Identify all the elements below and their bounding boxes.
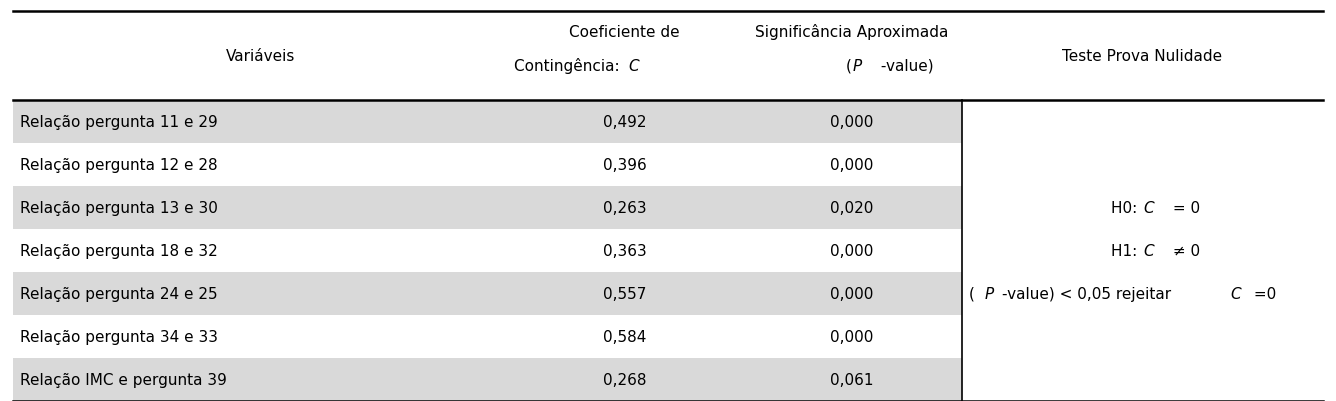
Bar xyxy=(13,100,962,143)
Text: 0,268: 0,268 xyxy=(603,372,647,387)
Text: Significância Aproximada: Significância Aproximada xyxy=(755,24,949,40)
Text: Relação IMC e pergunta 39: Relação IMC e pergunta 39 xyxy=(20,372,227,387)
Text: Relação pergunta 13 e 30: Relação pergunta 13 e 30 xyxy=(20,200,218,215)
Text: Relação pergunta 18 e 32: Relação pergunta 18 e 32 xyxy=(20,243,218,258)
Text: 0,000: 0,000 xyxy=(830,286,874,301)
Text: -value) < 0,05 rejeitar: -value) < 0,05 rejeitar xyxy=(1002,286,1176,301)
Text: 0,000: 0,000 xyxy=(830,157,874,172)
Text: Relação pergunta 34 e 33: Relação pergunta 34 e 33 xyxy=(20,329,218,344)
Text: -value): -value) xyxy=(875,59,934,74)
Text: (: ( xyxy=(969,286,974,301)
Text: H0:: H0: xyxy=(1112,200,1142,215)
Text: 0,000: 0,000 xyxy=(830,243,874,258)
Text: C: C xyxy=(1230,286,1241,301)
Text: P: P xyxy=(985,286,994,301)
Text: 0,263: 0,263 xyxy=(603,200,647,215)
Text: 0,020: 0,020 xyxy=(830,200,874,215)
Text: Contingência:: Contingência: xyxy=(514,58,624,74)
Text: 0,363: 0,363 xyxy=(603,243,647,258)
Text: 0,557: 0,557 xyxy=(603,286,647,301)
Bar xyxy=(13,358,962,401)
Text: Relação pergunta 12 e 28: Relação pergunta 12 e 28 xyxy=(20,157,218,172)
Text: 0,000: 0,000 xyxy=(830,114,874,129)
Bar xyxy=(13,186,962,229)
Text: C: C xyxy=(629,59,639,74)
Text: P: P xyxy=(852,59,862,74)
Bar xyxy=(13,272,962,315)
Text: Variáveis: Variáveis xyxy=(226,49,295,64)
Text: ≠ 0: ≠ 0 xyxy=(1168,243,1200,258)
Text: 0,492: 0,492 xyxy=(603,114,647,129)
Text: = 0: = 0 xyxy=(1168,200,1200,215)
Text: 0,000: 0,000 xyxy=(830,329,874,344)
Text: Relação pergunta 24 e 25: Relação pergunta 24 e 25 xyxy=(20,286,218,301)
Text: (: ( xyxy=(846,59,852,74)
Text: Relação pergunta 11 e 29: Relação pergunta 11 e 29 xyxy=(20,114,218,129)
Text: C: C xyxy=(1144,200,1154,215)
Text: 0,396: 0,396 xyxy=(603,157,647,172)
Text: H1:: H1: xyxy=(1112,243,1142,258)
Text: =0: =0 xyxy=(1249,286,1276,301)
Text: C: C xyxy=(1144,243,1154,258)
Text: Teste Prova Nulidade: Teste Prova Nulidade xyxy=(1062,49,1222,64)
Text: 0,061: 0,061 xyxy=(830,372,874,387)
Text: 0,584: 0,584 xyxy=(603,329,647,344)
Text: Coeficiente de: Coeficiente de xyxy=(569,24,680,40)
